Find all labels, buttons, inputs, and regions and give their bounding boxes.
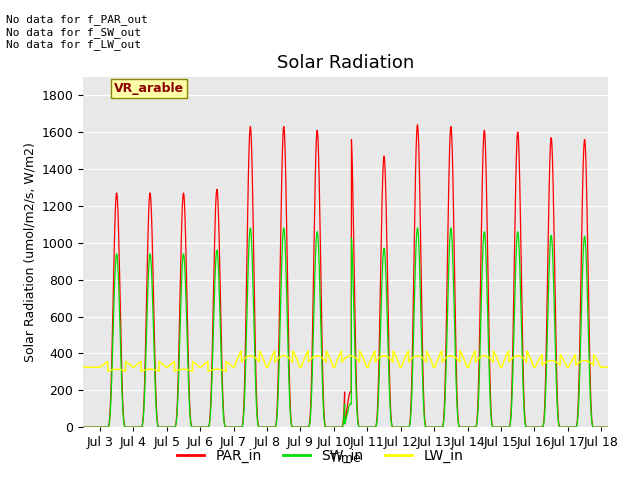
LW_in xyxy=(79,364,87,370)
PAR_in xyxy=(387,417,395,422)
SW_in xyxy=(79,424,87,430)
SW_in xyxy=(155,424,163,430)
SW_in xyxy=(604,424,612,430)
Title: Solar Radiation: Solar Radiation xyxy=(277,54,414,72)
Legend: PAR_in, SW_in, LW_in: PAR_in, SW_in, LW_in xyxy=(171,443,469,468)
Line: SW_in: SW_in xyxy=(83,228,608,427)
SW_in xyxy=(361,424,369,430)
Y-axis label: Solar Radiation (umol/m2/s, W/m2): Solar Radiation (umol/m2/s, W/m2) xyxy=(23,142,36,362)
PAR_in xyxy=(155,424,163,430)
PAR_in xyxy=(598,424,605,430)
LW_in xyxy=(155,368,163,374)
LW_in xyxy=(361,359,369,365)
SW_in xyxy=(246,225,254,231)
Line: PAR_in: PAR_in xyxy=(83,125,608,427)
PAR_in xyxy=(413,122,421,128)
LW_in xyxy=(388,357,396,363)
Text: No data for f_PAR_out
No data for f_SW_out
No data for f_LW_out: No data for f_PAR_out No data for f_SW_o… xyxy=(6,14,148,50)
SW_in xyxy=(334,424,342,430)
LW_in xyxy=(604,364,612,370)
SW_in xyxy=(598,424,605,430)
X-axis label: Time: Time xyxy=(330,452,361,465)
SW_in xyxy=(388,420,396,426)
Line: LW_in: LW_in xyxy=(83,351,608,372)
LW_in xyxy=(598,364,606,370)
LW_in xyxy=(334,355,342,361)
LW_in xyxy=(523,348,531,354)
PAR_in xyxy=(361,424,369,430)
LW_in xyxy=(531,364,538,370)
PAR_in xyxy=(604,424,612,430)
SW_in xyxy=(531,424,538,430)
PAR_in xyxy=(531,424,538,430)
LW_in xyxy=(204,369,212,374)
Text: VR_arable: VR_arable xyxy=(114,83,184,96)
PAR_in xyxy=(334,424,342,430)
PAR_in xyxy=(79,424,87,430)
